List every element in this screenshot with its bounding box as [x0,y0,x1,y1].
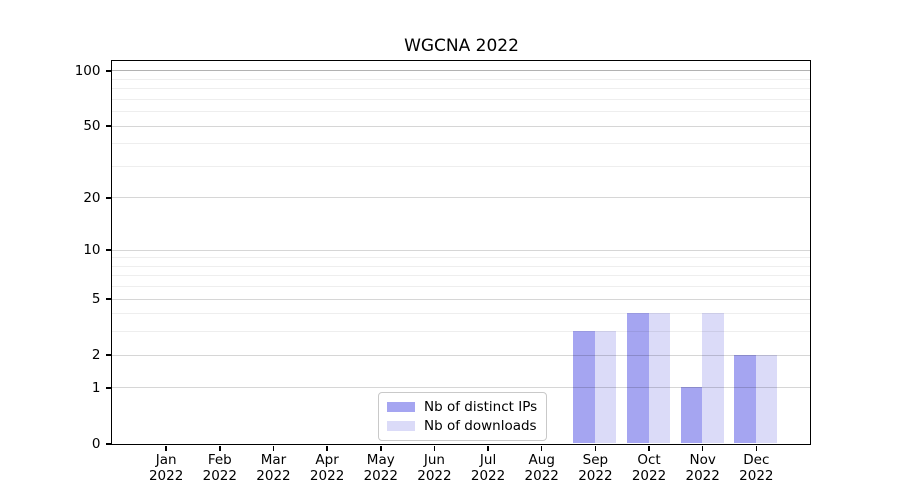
bars-layer [112,61,810,444]
y-tick-label: 1 [91,379,101,396]
x-tick-mark [219,446,221,451]
x-tick-label: Jan 2022 [148,452,184,484]
minor-gridline [112,143,810,145]
y-tick-mark [105,197,111,199]
bar-distinct-ips [734,354,756,444]
x-tick-mark [272,446,275,451]
x-tick-mark [648,446,650,451]
x-tick-label: Jun 2022 [417,452,452,484]
y-tick-mark [105,70,111,72]
legend-swatch-downloads [387,421,415,431]
legend: Nb of distinct IPs Nb of downloads [378,392,548,441]
y-tick-label: 100 [74,62,101,79]
x-tick-mark [380,446,382,451]
x-tick-mark [165,446,167,451]
chart-title: WGCNA 2022 [404,36,519,56]
x-tick-mark [755,446,758,451]
y-tick-label: 50 [83,118,101,135]
x-tick-mark [326,446,328,451]
legend-label-distinct-ips: Nb of distinct IPs [424,399,538,415]
bar-distinct-ips [573,331,595,444]
bar-distinct-ips [627,313,649,444]
legend-item-downloads: Nb of downloads [387,418,537,434]
x-tick-mark [540,446,543,451]
minor-gridline [112,257,810,259]
y-tick-mark [105,354,111,356]
x-tick-label: Mar 2022 [256,452,291,484]
major-gridline [112,249,810,251]
x-tick-label: Nov 2022 [685,452,720,484]
y-tick-label: 2 [91,347,101,364]
x-tick-label: Jul 2022 [470,452,506,484]
major-gridline [112,298,810,300]
bar-distinct-ips [680,387,703,444]
y-tick-mark [105,125,111,127]
x-tick-label: Apr 2022 [309,452,345,484]
major-gridline [112,354,810,356]
x-tick-mark [701,446,704,451]
legend-label-downloads: Nb of downloads [424,418,537,434]
x-tick-label: Oct 2022 [631,452,667,484]
major-gridline [112,197,810,199]
bar-downloads [648,313,671,444]
grid-layer [112,61,810,444]
y-tick-label: 0 [91,436,101,452]
bar-downloads [594,331,617,444]
minor-gridline [112,88,810,90]
y-tick-mark [105,387,111,389]
y-tick-mark [105,298,111,300]
x-tick-label: May 2022 [363,452,398,484]
x-tick-label: Dec 2022 [739,452,774,484]
minor-gridline [112,275,810,277]
legend-item-distinct-ips: Nb of distinct IPs [387,399,537,415]
y-tick-mark [105,249,111,251]
minor-gridline [112,98,810,100]
bar-downloads [755,354,778,444]
x-tick-mark [487,446,489,451]
bar-downloads [702,313,724,444]
x-tick-label: Sep 2022 [578,452,613,484]
minor-gridline [112,331,810,333]
minor-gridline [112,286,810,288]
minor-gridline [112,265,810,267]
major-gridline [112,70,810,72]
y-tick-label: 5 [91,291,101,308]
legend-swatch-distinct-ips [387,402,415,412]
x-tick-mark [433,446,436,451]
minor-gridline [112,78,810,80]
x-tick-label: Aug 2022 [524,452,559,484]
x-tick-mark [594,446,597,451]
y-tick-mark [105,443,111,445]
x-tick-label: Feb 2022 [202,452,237,484]
major-gridline [112,387,810,389]
major-gridline [112,125,810,127]
y-tick-label: 10 [83,242,101,259]
minor-gridline [112,111,810,113]
y-tick-label: 20 [83,189,101,206]
minor-gridline [112,165,810,167]
minor-gridline [112,313,810,315]
plot-area [111,59,811,445]
